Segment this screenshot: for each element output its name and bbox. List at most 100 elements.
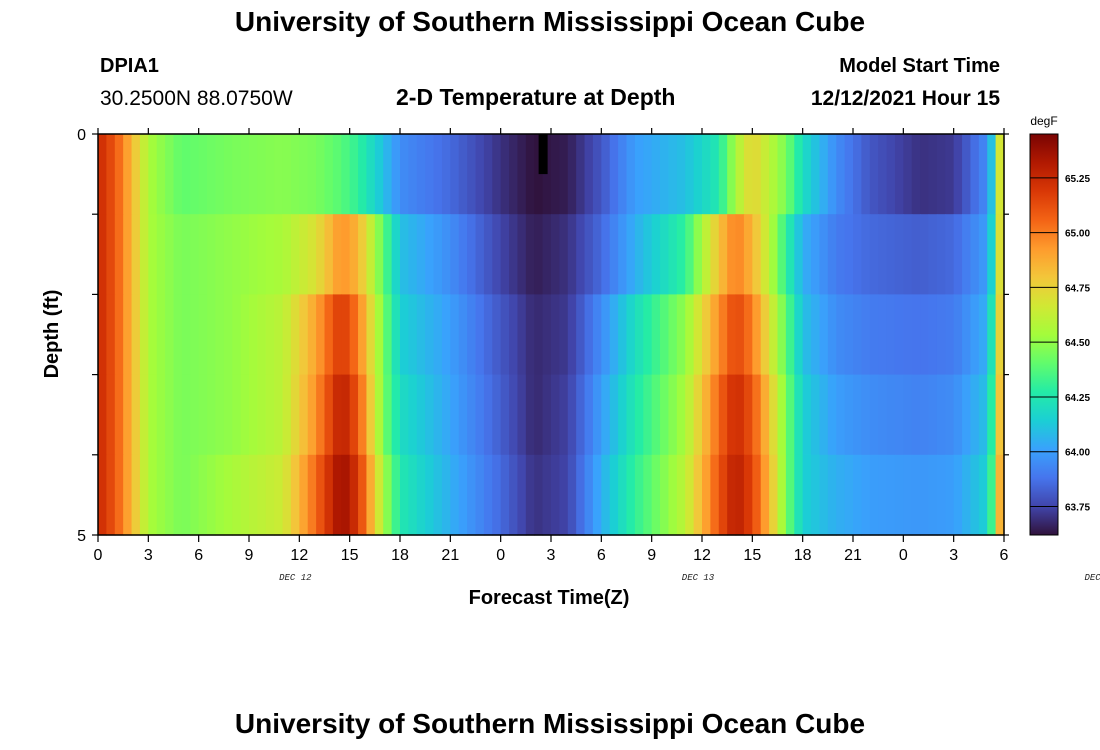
heatmap-cell bbox=[148, 214, 158, 295]
heatmap-cell bbox=[953, 454, 963, 536]
heatmap-cell bbox=[584, 214, 594, 295]
heatmap-cell bbox=[903, 294, 913, 376]
heatmap-cell bbox=[257, 134, 267, 215]
x-tick-label: 6 bbox=[1000, 547, 1009, 564]
heatmap-cell bbox=[685, 294, 695, 376]
heatmap-cell bbox=[232, 374, 242, 456]
heatmap-cell bbox=[332, 134, 342, 215]
heatmap-cell bbox=[643, 374, 653, 456]
heatmap-cell bbox=[953, 374, 963, 456]
heatmap-cell bbox=[181, 374, 191, 456]
heatmap-cell bbox=[601, 374, 611, 456]
colorbar-ticks: 65.25 65.00 64.75 64.50 64.25 64.00 63.75 bbox=[1030, 174, 1090, 514]
heatmap-cell bbox=[978, 374, 988, 456]
heatmap-cell bbox=[374, 454, 384, 536]
model-start-value: 12/12/2021 Hour 15 bbox=[810, 87, 1000, 110]
heatmap-cell bbox=[618, 294, 628, 376]
heatmap-cell bbox=[995, 374, 1005, 456]
x-axis-ticks: 0 3 6 9 12 15 18 21 0 3 6 9 12 15 18 21 0 3 6 bbox=[94, 128, 1009, 564]
heatmap-cell bbox=[114, 134, 124, 215]
colorbar-label: 64.75 bbox=[1065, 283, 1090, 294]
heatmap-cell bbox=[131, 374, 141, 456]
x-tick-label: 0 bbox=[899, 547, 908, 564]
heatmap-cell bbox=[987, 454, 997, 536]
heatmap-cell bbox=[106, 134, 116, 215]
heatmap-cell bbox=[332, 294, 342, 376]
heatmap-cell bbox=[358, 454, 368, 536]
heatmap-cell bbox=[265, 374, 275, 456]
heatmap-cell bbox=[970, 454, 980, 536]
heatmap-cell bbox=[685, 454, 695, 536]
heatmap-cell bbox=[660, 214, 670, 295]
heatmap-cell bbox=[601, 134, 611, 215]
heatmap-cell bbox=[634, 294, 644, 376]
missing-data-marker bbox=[538, 134, 548, 175]
heatmap-cell bbox=[995, 454, 1005, 536]
heatmap-cell bbox=[811, 214, 821, 295]
heatmap-cell bbox=[483, 294, 493, 376]
heatmap-cell bbox=[911, 374, 921, 456]
heatmap-cell bbox=[190, 454, 200, 536]
heatmap-cell bbox=[299, 374, 309, 456]
heatmap-cell bbox=[727, 134, 737, 215]
heatmap-cell bbox=[802, 294, 812, 376]
heatmap-cell bbox=[769, 294, 779, 376]
heatmap-cell bbox=[576, 214, 586, 295]
heatmap-cell bbox=[903, 374, 913, 456]
heatmap-cell bbox=[366, 374, 376, 456]
heatmap-cell bbox=[727, 374, 737, 456]
heatmap-cell bbox=[349, 134, 359, 215]
heatmap-cell bbox=[249, 294, 258, 376]
heatmap-cell bbox=[827, 374, 837, 456]
heatmap-cell bbox=[450, 374, 460, 456]
heatmap-cell bbox=[534, 134, 544, 215]
x-tick-label: 15 bbox=[341, 547, 359, 564]
heatmap-cell bbox=[207, 134, 217, 215]
heatmap-cell bbox=[307, 294, 317, 376]
heatmap-cell bbox=[886, 294, 896, 376]
heatmap-cell bbox=[190, 294, 200, 376]
heatmap-cell bbox=[349, 214, 359, 295]
heatmap-cell bbox=[894, 214, 904, 295]
heatmap-cell bbox=[483, 374, 493, 456]
heatmap-cell bbox=[827, 214, 837, 295]
heatmap-cell bbox=[878, 134, 888, 215]
heatmap-cell bbox=[651, 454, 661, 536]
heatmap-cell bbox=[676, 294, 686, 376]
colorbar-label: 64.25 bbox=[1065, 393, 1090, 404]
heatmap-cell bbox=[509, 454, 519, 536]
heatmap-cell bbox=[366, 454, 376, 536]
heatmap-cell bbox=[601, 454, 611, 536]
heatmap-cell bbox=[509, 214, 519, 295]
heatmap-cell bbox=[139, 374, 149, 456]
heatmap-cell bbox=[878, 374, 888, 456]
heatmap-cell bbox=[525, 134, 535, 215]
heatmap-cell bbox=[676, 214, 686, 295]
heatmap-cell bbox=[760, 374, 770, 456]
heatmap-cell bbox=[592, 134, 602, 215]
heatmap-cell bbox=[853, 214, 862, 295]
heatmap-cell bbox=[819, 134, 829, 215]
heatmap-cell bbox=[181, 294, 191, 376]
heatmap-cell bbox=[567, 454, 577, 536]
heatmap-cell bbox=[844, 294, 854, 376]
heatmap-cell bbox=[307, 214, 317, 295]
heatmap-cell bbox=[769, 374, 779, 456]
heatmap-cell bbox=[551, 454, 560, 536]
heatmap-cell bbox=[769, 454, 779, 536]
heatmap-cell bbox=[928, 374, 938, 456]
heatmap-cell bbox=[777, 134, 787, 215]
y-axis-title: Depth (ft) bbox=[41, 290, 63, 379]
heatmap-cell bbox=[785, 134, 795, 215]
heatmap-cell bbox=[173, 454, 183, 536]
heatmap-cell bbox=[98, 134, 107, 215]
heatmap-cell bbox=[785, 374, 795, 456]
heatmap-cell bbox=[727, 294, 737, 376]
heatmap-cell bbox=[173, 214, 183, 295]
heatmap-cell bbox=[962, 454, 972, 536]
x-axis-title: Forecast Time(Z) bbox=[469, 587, 630, 609]
heatmap-cell bbox=[534, 454, 544, 536]
heatmap-cell bbox=[123, 214, 133, 295]
heatmap-cell bbox=[559, 214, 569, 295]
heatmap-cell bbox=[240, 374, 250, 456]
